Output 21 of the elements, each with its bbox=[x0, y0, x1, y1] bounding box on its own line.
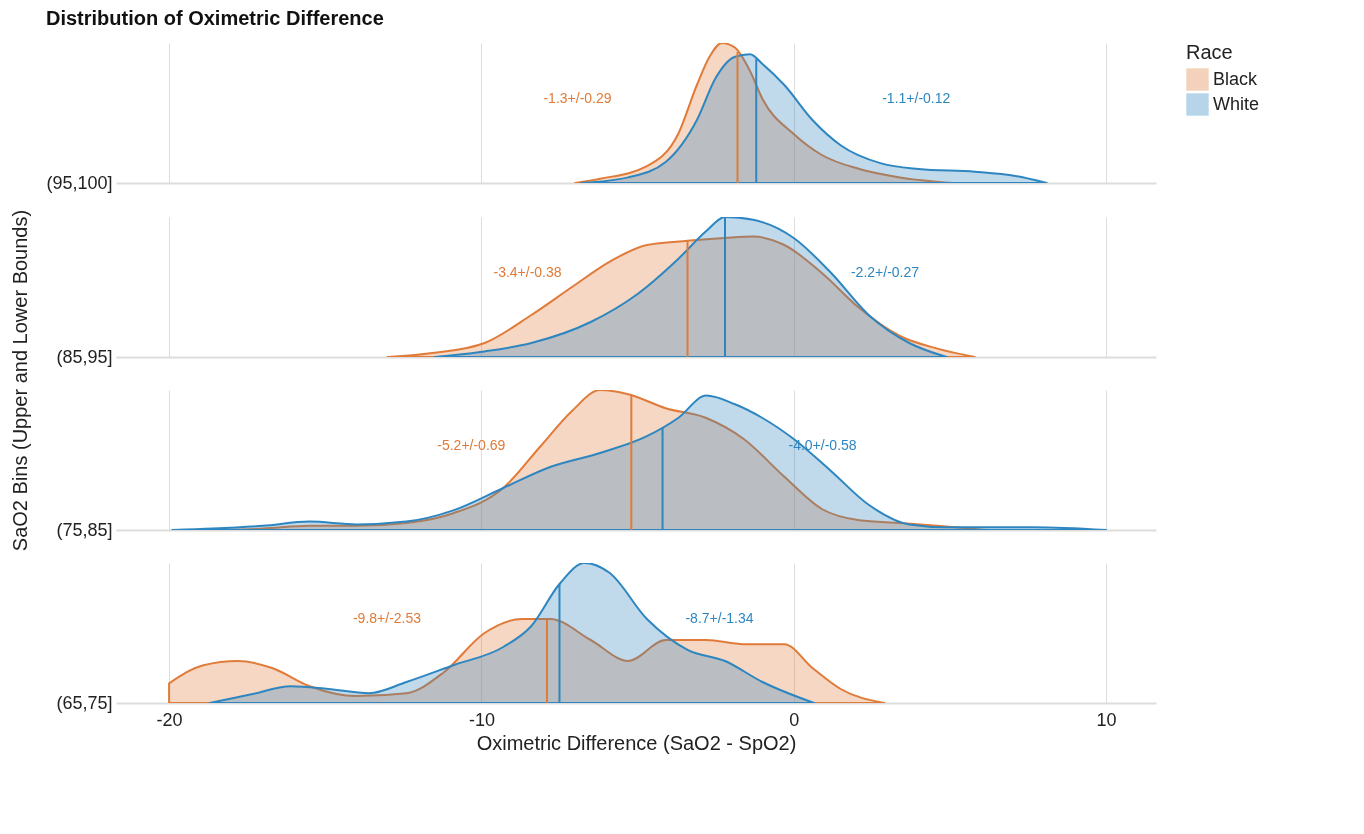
text: SaO2 Bins (Upper and Lower Bounds) bbox=[9, 209, 33, 551]
x-tick-label: -10 bbox=[468, 709, 495, 730]
chart-title: Distribution of Oximetric Difference bbox=[45, 7, 384, 29]
annotation: -9.8+/-2.53 bbox=[352, 610, 422, 626]
x-tick-label: -20 bbox=[156, 709, 183, 730]
y-axis-title: (65,75] bbox=[56, 692, 113, 713]
x-tick-label: 0 bbox=[789, 709, 800, 730]
annotation: -1.1+/-0.12 bbox=[882, 90, 951, 106]
y-axis-title: (75,85] bbox=[56, 519, 113, 540]
annotation: -3.4+/-0.38 bbox=[493, 264, 562, 280]
legend-title: Race bbox=[1186, 41, 1233, 63]
legend-label: White bbox=[1213, 93, 1260, 114]
x-axis-title: Oximetric Difference (SaO2 - SpO2) bbox=[476, 731, 797, 754]
x-tick-label: 10 bbox=[1096, 709, 1117, 730]
y-axis-title: (95,100] bbox=[46, 172, 113, 193]
annotation: -8.7+/-1.34 bbox=[685, 610, 754, 626]
annotation: -5.2+/-0.69 bbox=[437, 437, 506, 453]
annotation: -1.3+/-0.29 bbox=[543, 90, 612, 106]
legend-label: Black bbox=[1213, 68, 1259, 89]
y-axis-title: (85,95] bbox=[56, 346, 113, 367]
annotation: -2.2+/-0.27 bbox=[850, 264, 920, 280]
